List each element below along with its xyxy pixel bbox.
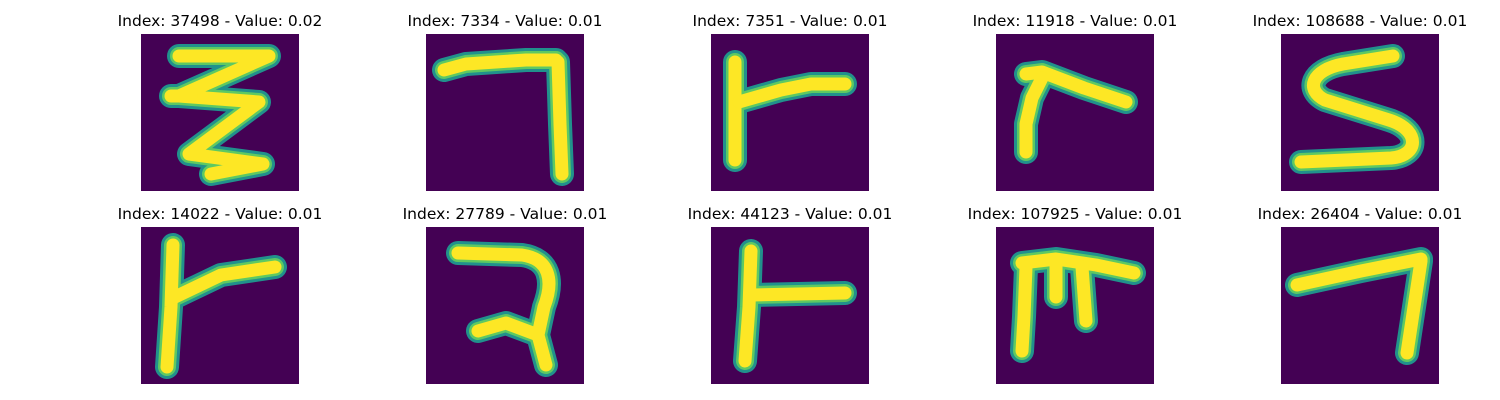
image-panel-9: Index: 107925 - Value: 0.01 (945, 204, 1205, 394)
image-panel-10: Index: 26404 - Value: 0.01 (1230, 204, 1490, 394)
glyph-svg (996, 227, 1154, 384)
digit-image (141, 227, 299, 384)
digit-image (426, 227, 584, 384)
digit-image (141, 34, 299, 191)
image-panel-1: Index: 37498 - Value: 0.02 (90, 11, 350, 201)
digit-image (996, 227, 1154, 384)
panel-title: Index: 7334 - Value: 0.01 (407, 12, 603, 30)
panel-title: Index: 108688 - Value: 0.01 (1252, 12, 1468, 30)
image-panel-6: Index: 14022 - Value: 0.01 (90, 204, 350, 394)
panel-title: Index: 26404 - Value: 0.01 (1257, 205, 1463, 223)
panel-title: Index: 14022 - Value: 0.01 (117, 205, 323, 223)
image-panel-8: Index: 44123 - Value: 0.01 (660, 204, 920, 394)
digit-image (426, 34, 584, 191)
image-panel-2: Index: 7334 - Value: 0.01 (375, 11, 635, 201)
glyph-svg (426, 34, 584, 191)
glyph-svg (711, 34, 869, 191)
digit-image (711, 227, 869, 384)
digit-image (711, 34, 869, 191)
image-panel-3: Index: 7351 - Value: 0.01 (660, 11, 920, 201)
panel-title: Index: 27789 - Value: 0.01 (402, 205, 608, 223)
image-panel-5: Index: 108688 - Value: 0.01 (1230, 11, 1490, 201)
digit-image (1281, 227, 1439, 384)
panel-title: Index: 44123 - Value: 0.01 (687, 205, 893, 223)
glyph-svg (141, 227, 299, 384)
glyph-svg (1281, 34, 1439, 191)
glyph-svg (426, 227, 584, 384)
panel-title: Index: 7351 - Value: 0.01 (692, 12, 888, 30)
digit-image (1281, 34, 1439, 191)
panel-title: Index: 37498 - Value: 0.02 (117, 12, 323, 30)
image-panel-7: Index: 27789 - Value: 0.01 (375, 204, 635, 394)
glyph-svg (1281, 227, 1439, 384)
image-panel-4: Index: 11918 - Value: 0.01 (945, 11, 1205, 201)
digit-image (996, 34, 1154, 191)
panel-title: Index: 11918 - Value: 0.01 (972, 12, 1178, 30)
glyph-svg (141, 34, 299, 191)
panel-title: Index: 107925 - Value: 0.01 (967, 205, 1183, 223)
glyph-svg (996, 34, 1154, 191)
glyph-svg (711, 227, 869, 384)
